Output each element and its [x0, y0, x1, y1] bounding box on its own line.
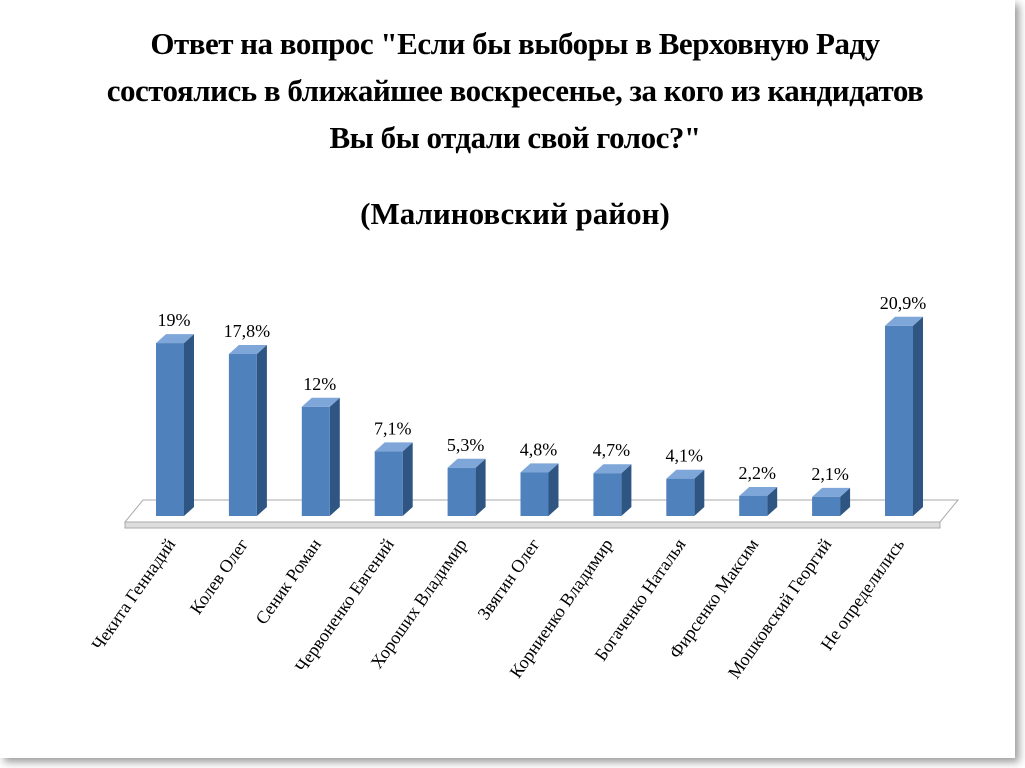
bar	[520, 472, 549, 516]
data-label: 19%	[158, 310, 191, 330]
bar-side	[767, 486, 778, 516]
bar-side	[621, 464, 632, 516]
bar-top	[520, 463, 559, 473]
x-tick-label: Звягин Олег	[473, 535, 543, 624]
data-label: 2,1%	[811, 464, 849, 484]
data-label: 4,7%	[593, 440, 631, 460]
slide: Ответ на вопрос "Если бы выборы в Верхов…	[87, 26, 960, 683]
bar	[156, 343, 184, 516]
bar	[228, 354, 257, 516]
data-label: 7,1%	[374, 418, 412, 438]
chart-title: Ответ на вопрос "Если бы выборы в Верхов…	[106, 26, 924, 155]
bar-side	[329, 397, 340, 516]
x-tick-label: Чекита Геннадий	[88, 535, 180, 654]
data-label: 4,8%	[520, 439, 558, 459]
floor-edge	[124, 521, 941, 529]
x-tick-label: Сеник Роман	[251, 535, 325, 629]
bar-side	[840, 487, 851, 516]
bar	[301, 406, 330, 516]
bar-side	[548, 463, 559, 516]
bar	[593, 473, 622, 516]
data-label: 5,3%	[447, 435, 485, 455]
bar-top	[666, 469, 705, 479]
bar-top	[739, 486, 778, 496]
bar-side	[913, 316, 923, 516]
data-label: 12%	[303, 374, 336, 394]
bar-top	[301, 397, 340, 407]
data-label: 2,2%	[738, 463, 776, 483]
data-label: 20,9%	[880, 293, 927, 313]
bar	[812, 496, 841, 516]
bar	[885, 325, 913, 516]
bar-top	[447, 458, 486, 468]
bar-side	[475, 458, 486, 516]
chart: 19% Чекита Геннадий 17,8% Колев Олег 12% Сени…	[88, 293, 960, 682]
bar-top	[812, 487, 851, 497]
bar	[447, 467, 476, 516]
chart-subtitle: (Малиновский район)	[360, 196, 670, 231]
bar-side	[694, 469, 705, 516]
bar-side	[256, 345, 267, 516]
data-label: 4,1%	[666, 446, 704, 466]
bar-top	[374, 442, 413, 452]
bar-top	[593, 464, 632, 474]
data-label: 17,8%	[224, 321, 271, 341]
bar-side	[184, 334, 194, 516]
bar	[666, 478, 695, 516]
bar-side	[402, 442, 413, 516]
bar-top	[228, 345, 267, 355]
bar	[739, 495, 768, 516]
bar-top	[885, 316, 923, 326]
x-tick-label: Колев Олег	[186, 535, 252, 618]
bar	[374, 451, 403, 516]
bar-top	[156, 334, 194, 344]
